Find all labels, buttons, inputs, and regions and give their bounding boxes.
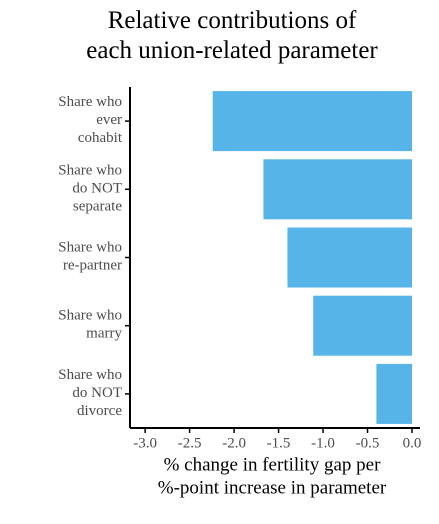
bar xyxy=(313,295,412,356)
bar xyxy=(287,227,412,288)
y-tick-label: Share who marry xyxy=(58,308,122,342)
y-tick-label: Share who ever cohabit xyxy=(58,95,123,147)
bar xyxy=(212,91,412,152)
x-tick-label: 0.0 xyxy=(403,435,422,451)
x-tick-label: -1.0 xyxy=(311,435,335,451)
x-tick-label: -3.0 xyxy=(133,435,157,451)
y-tick-label: Share who do NOT divorce xyxy=(58,367,122,419)
x-tick-label: -2.0 xyxy=(222,435,246,451)
chart-title: Relative contributions of each union-rela… xyxy=(86,7,378,64)
y-tick-label: Share who re-partner xyxy=(58,240,122,274)
x-tick-label: -0.5 xyxy=(356,435,380,451)
x-tick-label: -1.5 xyxy=(267,435,291,451)
bar xyxy=(263,159,412,220)
bar xyxy=(376,363,412,424)
x-axis-label: % change in fertility gap per %-point inc… xyxy=(158,455,387,499)
y-tick-label: Share who do NOT separate xyxy=(58,163,122,215)
x-tick-label: -2.5 xyxy=(178,435,202,451)
